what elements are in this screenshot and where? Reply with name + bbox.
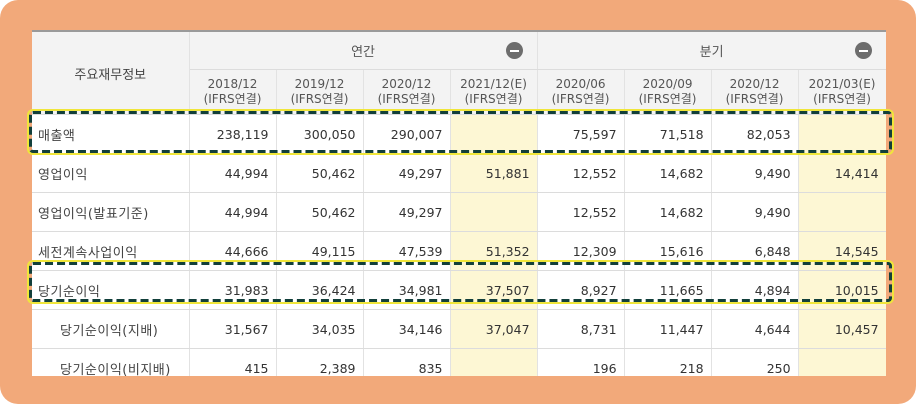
highlight-box-net-income <box>27 260 894 304</box>
table-cell: 835 <box>363 348 451 376</box>
table-cell <box>798 348 886 376</box>
table-cell: 196 <box>537 348 625 376</box>
table-cell: 71,518 <box>624 114 712 154</box>
row-label[interactable]: 영업이익(발표기준) <box>32 192 190 232</box>
period-basis: (IFRS연결) <box>290 92 349 106</box>
table-cell: 44,994 <box>189 192 277 232</box>
table-cell: 8,731 <box>537 309 625 349</box>
period-date: 2021/03(E) <box>808 77 876 91</box>
table-cell: 49,297 <box>363 192 451 232</box>
financial-table: 주요재무정보 연간 분기 2018/12 (IFRS연결) 2019/12 (IFRS… <box>32 30 886 376</box>
period-date: 2018/12 <box>207 77 258 91</box>
table-cell <box>798 192 886 232</box>
table-cell: 51,881 <box>450 153 538 193</box>
period-header: 2020/12 (IFRS연결) <box>363 69 451 115</box>
table-cell: 14,414 <box>798 153 886 193</box>
group-header-quarterly: 분기 <box>537 30 886 70</box>
row-label[interactable]: 매출액 <box>32 114 190 154</box>
table-cell: 8,927 <box>537 270 625 310</box>
table-cell <box>450 192 538 232</box>
period-header: 2020/09 (IFRS연결) <box>624 69 712 115</box>
table-cell: 50,462 <box>276 153 364 193</box>
table-cell: 12,552 <box>537 153 625 193</box>
row-label[interactable]: 당기순이익(비지배) <box>32 348 190 376</box>
period-header: 2020/12 (IFRS연결) <box>711 69 799 115</box>
table-cell: 238,119 <box>189 114 277 154</box>
table-row: 당기순이익(지배) 31,567 34,035 34,146 37,047 8,731 11… <box>32 309 886 349</box>
table-row: 당기순이익 31,983 36,424 34,981 37,507 8,927 11,665… <box>32 270 886 310</box>
table-cell: 37,507 <box>450 270 538 310</box>
table-cell: 75,597 <box>537 114 625 154</box>
group-header-annual: 연간 <box>189 30 538 70</box>
table-cell: 250 <box>711 348 799 376</box>
period-date: 2020/12 <box>729 77 780 91</box>
table-cell: 14,682 <box>624 192 712 232</box>
period-basis: (IFRS연결) <box>725 92 784 106</box>
table-cell: 9,490 <box>711 153 799 193</box>
table-cell: 415 <box>189 348 277 376</box>
period-date: 2019/12 <box>294 77 345 91</box>
corner-header: 주요재무정보 <box>32 30 190 115</box>
period-date: 2020/09 <box>642 77 693 91</box>
row-label[interactable]: 당기순이익 <box>32 270 190 310</box>
highlight-box-revenue <box>27 109 894 155</box>
table-row: 영업이익(발표기준) 44,994 50,462 49,297 12,552 14,682… <box>32 192 886 232</box>
table-cell: 36,424 <box>276 270 364 310</box>
table-cell: 2,389 <box>276 348 364 376</box>
group-label-annual: 연간 <box>351 45 375 60</box>
table-cell: 34,981 <box>363 270 451 310</box>
period-date: 2020/12 <box>381 77 432 91</box>
table-cell: 37,047 <box>450 309 538 349</box>
period-date: 2021/12(E) <box>460 77 527 91</box>
table-cell: 12,552 <box>537 192 625 232</box>
table-cell: 50,462 <box>276 192 364 232</box>
table-cell: 9,490 <box>711 192 799 232</box>
period-basis: (IFRS연결) <box>464 92 523 106</box>
period-header: 2021/03(E) (IFRS연결) <box>798 69 886 115</box>
table-cell <box>450 114 538 154</box>
table-cell: 31,983 <box>189 270 277 310</box>
table-row: 영업이익 44,994 50,462 49,297 51,881 12,552 14,682… <box>32 153 886 193</box>
group-label-quarterly: 분기 <box>699 45 724 60</box>
table-cell: 4,644 <box>711 309 799 349</box>
period-basis: (IFRS연결) <box>638 92 697 106</box>
minus-circle-icon[interactable] <box>854 42 872 59</box>
period-basis: (IFRS연결) <box>551 92 610 106</box>
table-cell <box>798 114 886 154</box>
table-cell: 44,994 <box>189 153 277 193</box>
table-cell: 10,457 <box>798 309 886 349</box>
table-row: 당기순이익(비지배) 415 2,389 835 196 218 250 <box>32 348 886 376</box>
period-header: 2020/06 (IFRS연결) <box>537 69 625 115</box>
table-cell: 34,035 <box>276 309 364 349</box>
table-cell: 31,567 <box>189 309 277 349</box>
period-date: 2020/06 <box>555 77 606 91</box>
row-label[interactable]: 당기순이익(지배) <box>32 309 190 349</box>
period-basis: (IFRS연결) <box>377 92 436 106</box>
table-cell: 49,297 <box>363 153 451 193</box>
table-cell: 218 <box>624 348 712 376</box>
period-basis: (IFRS연결) <box>813 92 871 106</box>
period-header: 2021/12(E) (IFRS연결) <box>450 69 538 115</box>
minus-circle-icon[interactable] <box>505 42 523 59</box>
table-cell: 11,447 <box>624 309 712 349</box>
financial-summary-panel: 주요재무정보 연간 분기 2018/12 (IFRS연결) 2019/12 (IFRS… <box>32 30 886 376</box>
table-cell <box>450 348 538 376</box>
table-cell: 14,682 <box>624 153 712 193</box>
row-label[interactable]: 영업이익 <box>32 153 190 193</box>
table-cell: 10,015 <box>798 270 886 310</box>
period-header: 2018/12 (IFRS연결) <box>189 69 277 115</box>
table-row: 매출액 238,119 300,050 290,007 75,597 71,518 82,0… <box>32 114 886 154</box>
period-basis: (IFRS연결) <box>203 92 262 106</box>
table-cell: 4,894 <box>711 270 799 310</box>
table-cell: 34,146 <box>363 309 451 349</box>
table-cell: 11,665 <box>624 270 712 310</box>
period-header: 2019/12 (IFRS연결) <box>276 69 364 115</box>
